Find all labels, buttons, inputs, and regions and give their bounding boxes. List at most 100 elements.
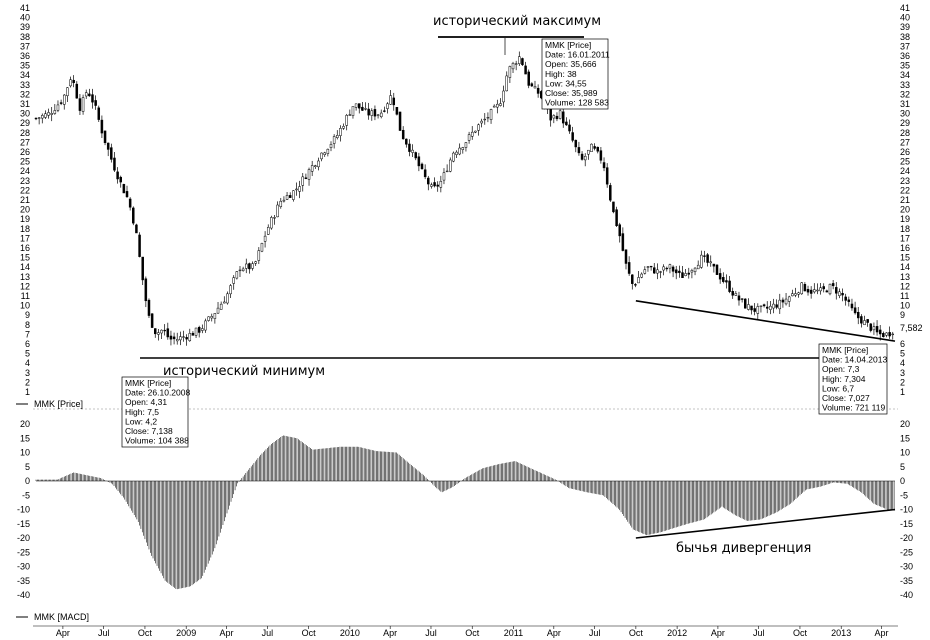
candle-body [762, 304, 766, 307]
candle-body [449, 159, 452, 172]
candle-body [314, 165, 317, 167]
price-tick-label-right: 17 [900, 233, 910, 243]
candle-body [828, 283, 832, 295]
candle-body [750, 305, 753, 311]
candle-body [609, 185, 612, 201]
candle-body [257, 250, 261, 261]
candle-body [147, 299, 151, 316]
x-tick-label: Oct [138, 628, 153, 638]
macd-tick-label-right: -10 [900, 505, 913, 515]
candle-body [276, 204, 279, 218]
price-tick-label: 28 [20, 128, 30, 138]
candle-body [442, 172, 446, 181]
price-tick-label: 12 [20, 281, 30, 291]
price-tick-label: 31 [20, 99, 30, 109]
candle-body [279, 200, 283, 207]
historical-low-label: исторический минимум [163, 364, 325, 379]
x-tick-label: Oct [302, 628, 317, 638]
macd-tick-label: -5 [22, 490, 30, 500]
candle-body [197, 327, 201, 333]
candle-body [405, 138, 408, 145]
tooltip-line: High: 7,304 [822, 374, 866, 384]
price-tick-label: 24 [20, 166, 30, 176]
candle-body [813, 289, 816, 293]
candle-body [687, 272, 691, 275]
candle-body [116, 171, 119, 180]
candle-body [423, 169, 427, 178]
macd-tick-label-right: -25 [900, 547, 913, 557]
candle-body [304, 177, 308, 179]
tooltip-line: Date: 14.04.2013 [822, 355, 887, 365]
x-tick-label: Oct [793, 628, 808, 638]
candle-body [72, 79, 75, 84]
candle-body [411, 149, 414, 153]
candle-body [612, 201, 615, 213]
price-tick-label-right: 18 [900, 224, 910, 234]
candle-body [480, 120, 483, 124]
candle-body [590, 143, 593, 153]
price-y-axis-right: 1234569101112131415161718192021222324252… [900, 3, 910, 397]
candle-body [213, 313, 217, 319]
candle-body [128, 198, 132, 208]
candle-body [175, 339, 179, 342]
price-tick-label: 7 [25, 329, 30, 339]
candle-body [389, 95, 392, 105]
candle-body [461, 147, 465, 150]
candle-body [445, 170, 449, 173]
candle-body [172, 336, 176, 340]
candle-body [364, 108, 367, 110]
candle-body [201, 328, 204, 331]
candle-body [179, 336, 182, 341]
tooltip-line: Close: 35,989 [545, 88, 598, 98]
tooltip-line: Open: 4,31 [125, 397, 167, 407]
candle-body [238, 269, 242, 272]
x-tick-label: Oct [629, 628, 644, 638]
price-candles [34, 51, 895, 346]
price-tick-label-right: 2 [900, 377, 905, 387]
price-tick-label: 6 [25, 339, 30, 349]
candle-body [169, 335, 173, 340]
macd-tick-label-right: -40 [900, 590, 913, 600]
candle-body [665, 267, 669, 270]
candle-body [703, 255, 706, 257]
price-tick-label-right: 27 [900, 137, 910, 147]
price-tick-label: 26 [20, 147, 30, 157]
price-tick-label-right: 22 [900, 185, 910, 195]
price-tick-label: 11 [21, 291, 30, 301]
candle-body [94, 100, 97, 106]
candle-body [47, 112, 50, 116]
candle-body [467, 134, 471, 141]
price-tick-label-right: 1 [900, 387, 905, 397]
price-tick-label-right: 24 [900, 166, 910, 176]
candle-body [464, 142, 468, 148]
candle-body [420, 163, 424, 169]
candle-body [260, 243, 264, 252]
price-tick-label-right: 33 [900, 80, 910, 90]
price-tick-label-right: 28 [900, 128, 910, 138]
x-tick-label: 2010 [340, 628, 360, 638]
candle-body [223, 301, 226, 304]
price-tick-label-right: 21 [900, 195, 910, 205]
candle-body [317, 160, 320, 168]
candle-body [336, 135, 339, 138]
candle-body [706, 254, 709, 263]
candle-body [430, 184, 433, 187]
candle-body [643, 269, 647, 274]
candle-body [370, 110, 374, 116]
tooltip-line: MMK [Price] [125, 378, 171, 388]
candle-body [536, 87, 540, 94]
tooltip-line: Close: 7,138 [125, 426, 173, 436]
tooltip-line: High: 38 [545, 69, 577, 79]
candle-body [652, 267, 656, 274]
price-tick-label-right: 31 [900, 99, 910, 109]
candle-body [483, 118, 487, 121]
candle-body [659, 271, 662, 273]
price-tick-label-right: 38 [900, 32, 910, 42]
tooltip-line: Low: 4,2 [125, 416, 157, 426]
candle-body [765, 306, 769, 309]
tooltip-line: Low: 6,7 [822, 383, 854, 393]
candle-body [50, 113, 53, 115]
annotations: исторический максимум исторический миниму… [140, 14, 896, 556]
price-tick-label: 37 [20, 41, 30, 51]
tooltip-line: Low: 34,55 [545, 78, 587, 88]
